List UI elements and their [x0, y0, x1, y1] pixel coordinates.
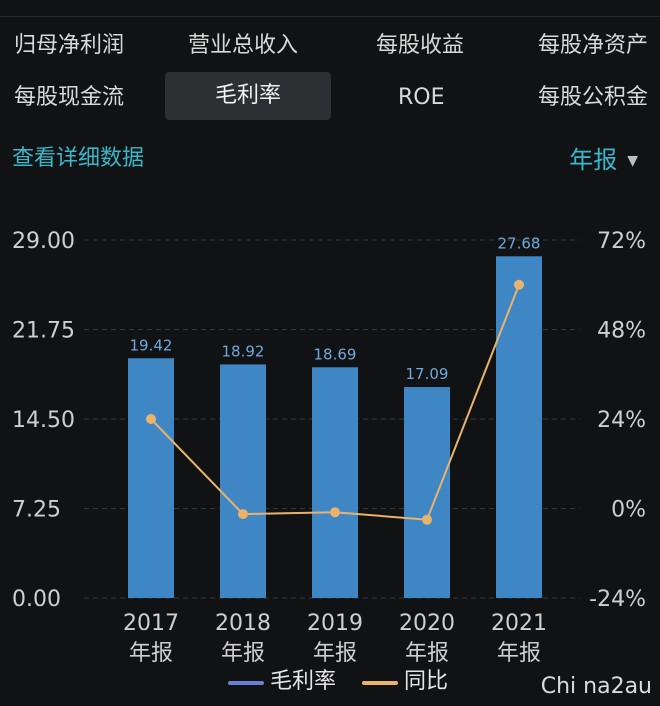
x-tick-label-period: 年报	[221, 641, 265, 666]
x-tick-label-year: 2017	[123, 611, 179, 636]
bar	[312, 367, 358, 598]
view-details-link[interactable]: 查看详细数据	[12, 146, 145, 171]
tab-eps[interactable]: 每股收益	[376, 33, 465, 58]
period-selector[interactable]: 年报 ▼	[569, 140, 638, 175]
y-left-tick-label: 29.00	[12, 229, 75, 254]
y-right-tick-label: 0%	[611, 498, 646, 523]
y-left-tick-label: 21.75	[12, 319, 75, 344]
yoy-point	[238, 509, 248, 520]
x-tick-label-period: 年报	[405, 641, 449, 666]
tab-net-profit[interactable]: 归母净利润	[14, 33, 125, 58]
legend-swatch-yoy	[362, 681, 398, 685]
bar-data-label: 18.92	[222, 342, 265, 360]
x-tick-label-year: 2019	[307, 611, 363, 636]
y-left-tick-label: 14.50	[12, 408, 75, 433]
watermark: Chi na2au	[540, 674, 652, 699]
bar-data-label: 27.68	[498, 234, 541, 252]
y-right-tick-label: 48%	[597, 319, 646, 344]
tab-reserve-per-share[interactable]: 每股公积金	[538, 85, 649, 110]
tab-revenue[interactable]: 营业总收入	[188, 33, 299, 58]
y-right-tick-label: -24%	[589, 587, 646, 612]
tab-roe[interactable]: ROE	[398, 85, 445, 110]
x-tick-label-year: 2021	[491, 611, 547, 636]
legend-swatch-gross-margin	[228, 681, 264, 685]
bar-data-label: 19.42	[130, 336, 173, 354]
x-tick-label-period: 年报	[129, 641, 173, 666]
bar	[404, 387, 450, 598]
legend-label-yoy: 同比	[404, 669, 449, 694]
y-right-tick-label: 24%	[597, 408, 646, 433]
tab-gross-margin[interactable]: 毛利率	[165, 72, 331, 120]
caret-down-icon: ▼	[627, 153, 638, 169]
yoy-point	[146, 414, 156, 424]
legend-label-gross-margin: 毛利率	[270, 669, 337, 694]
x-tick-label-period: 年报	[497, 641, 541, 666]
yoy-point	[514, 279, 524, 290]
tab-bvps[interactable]: 每股净资产	[538, 33, 649, 58]
x-tick-label-year: 2020	[399, 611, 455, 636]
x-tick-label-period: 年报	[313, 641, 357, 666]
chart-legend: 毛利率 同比	[0, 667, 660, 697]
bar-data-label: 17.09	[406, 365, 449, 383]
tab-cash-flow-per-share[interactable]: 每股现金流	[14, 85, 125, 110]
bar	[220, 364, 266, 598]
bar	[496, 256, 542, 598]
yoy-point	[330, 507, 340, 518]
y-right-tick-label: 72%	[597, 229, 646, 254]
y-left-tick-label: 0.00	[12, 587, 61, 612]
x-tick-label-year: 2018	[215, 611, 271, 636]
yoy-point	[422, 514, 432, 525]
period-selector-label: 年报	[569, 146, 618, 174]
top-divider	[0, 16, 660, 17]
bar-data-label: 18.69	[314, 345, 357, 363]
y-left-tick-label: 7.25	[12, 498, 61, 523]
bar	[128, 358, 174, 598]
